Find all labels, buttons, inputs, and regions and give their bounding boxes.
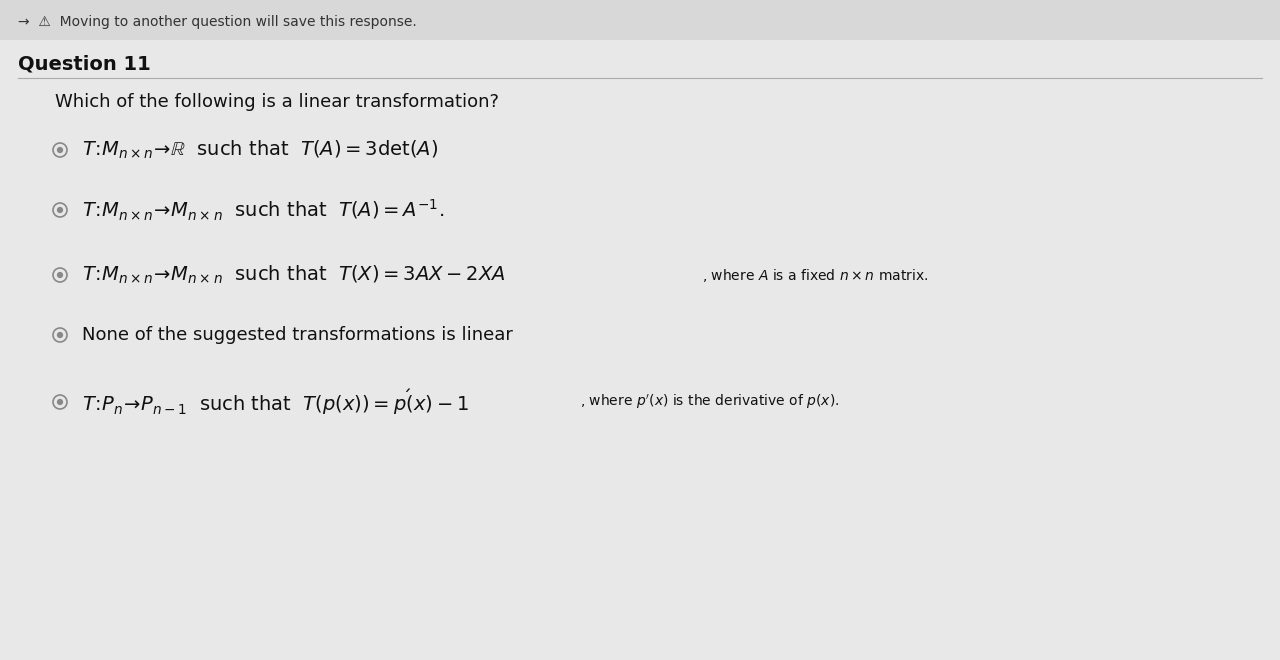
- Text: None of the suggested transformations is linear: None of the suggested transformations is…: [82, 326, 513, 344]
- Circle shape: [56, 207, 63, 213]
- Text: $T\!:\!M_{n\times n}\!\rightarrow\!\mathbb{R}$  such that  $T(A)=3\det(A)$: $T\!:\!M_{n\times n}\!\rightarrow\!\math…: [82, 139, 438, 161]
- Circle shape: [56, 399, 63, 405]
- Text: →  ⚠  Moving to another question will save this response.: → ⚠ Moving to another question will save…: [18, 15, 417, 29]
- Text: $T\!:\!M_{n\times n}\!\rightarrow\!M_{n\times n}$  such that  $T(A)=A^{-1}.$: $T\!:\!M_{n\times n}\!\rightarrow\!M_{n\…: [82, 197, 444, 222]
- Text: , where $\mathit{A}$ is a fixed $n\times n$ matrix.: , where $\mathit{A}$ is a fixed $n\times…: [701, 267, 928, 284]
- Circle shape: [56, 272, 63, 278]
- Circle shape: [56, 332, 63, 338]
- Text: $T\!:\!P_n\!\rightarrow\!P_{n-1}$  such that  $T(p(x))=p\'(x)-1$: $T\!:\!P_n\!\rightarrow\!P_{n-1}$ such t…: [82, 387, 468, 417]
- Text: Which of the following is a linear transformation?: Which of the following is a linear trans…: [55, 93, 499, 111]
- Text: , where $p'(x)$ is the derivative of $p(x)$.: , where $p'(x)$ is the derivative of $p(…: [580, 393, 840, 411]
- Circle shape: [56, 147, 63, 153]
- Text: Question 11: Question 11: [18, 55, 151, 73]
- FancyBboxPatch shape: [0, 0, 1280, 40]
- Text: $T\!:\!M_{n\times n}\!\rightarrow\!M_{n\times n}$  such that  $T(X)=3AX-2XA$: $T\!:\!M_{n\times n}\!\rightarrow\!M_{n\…: [82, 264, 506, 286]
